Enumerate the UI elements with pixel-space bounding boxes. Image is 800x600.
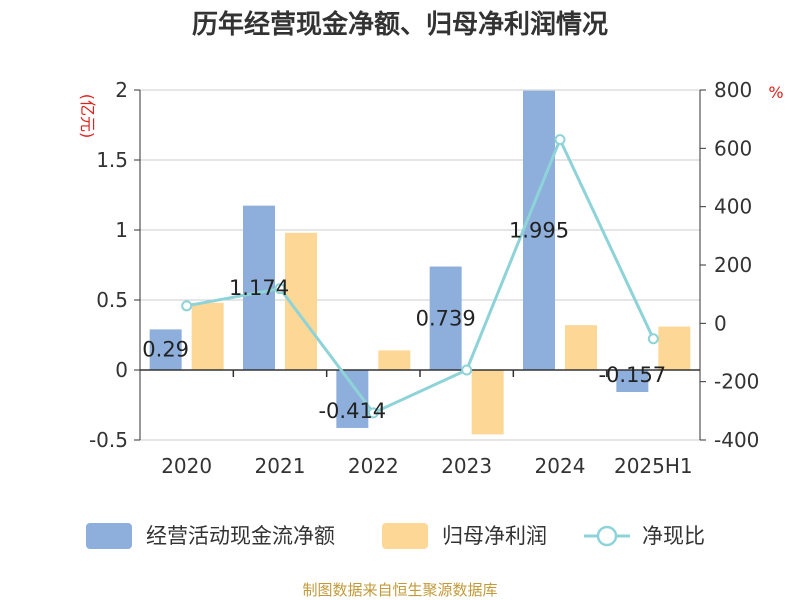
cashflow-bar	[243, 205, 275, 370]
right-tick-label: 800	[714, 78, 752, 102]
net-profit-bar	[565, 325, 597, 370]
net-profit-bar	[471, 370, 504, 435]
cashflow-bar	[523, 90, 555, 370]
left-tick-label: 0	[115, 358, 128, 382]
left-tick-label: 1	[115, 218, 128, 242]
x-category-label: 2022	[348, 454, 399, 478]
ratio-point	[647, 333, 659, 345]
net-profit-bar	[191, 302, 224, 370]
ratio-line-group	[181, 134, 659, 419]
legend-label-cashflow: 经营活动现金流净额	[146, 524, 335, 548]
right-tick-label: -400	[714, 428, 759, 452]
right-tick-label: 200	[714, 253, 752, 277]
cashflow-value-label: 1.174	[229, 276, 289, 300]
legend: 经营活动现金流净额 归母净利润 净现比	[86, 523, 705, 549]
left-tick-label: 0.5	[96, 288, 128, 312]
left-tick-label: -0.5	[89, 428, 128, 452]
cashflow-value-label: 1.995	[509, 218, 569, 242]
net-profit-bar	[378, 350, 411, 370]
right-tick-label: 0	[714, 311, 727, 335]
ratio-line	[186, 135, 655, 415]
legend-marker-ratio	[596, 525, 618, 547]
bars-group	[149, 90, 691, 435]
left-axis-unit: (亿元)	[78, 94, 97, 139]
x-category-label: 2021	[255, 454, 306, 478]
ratio-point	[554, 134, 566, 146]
cashflow-bar	[616, 370, 649, 392]
x-category-label: 2025H1	[614, 454, 693, 478]
legend-swatch-net-profit	[382, 523, 428, 549]
cashflow-value-label: -0.414	[318, 399, 386, 423]
net-profit-bar	[658, 326, 691, 370]
chart-title: 历年经营现金净额、归母净利润情况	[192, 9, 608, 40]
cashflow-value-label: 0.739	[416, 306, 476, 330]
x-category-label: 2024	[535, 454, 586, 478]
left-tick-label: 1.5	[96, 148, 128, 172]
ratio-point	[181, 300, 193, 312]
legend-label-ratio: 净现比	[642, 524, 705, 548]
cashflow-value-label: -0.157	[598, 363, 666, 387]
source-note: 制图数据来自恒生聚源数据库	[302, 581, 497, 599]
right-tick-label: -200	[714, 370, 759, 394]
right-tick-label: 600	[714, 136, 752, 160]
axes-group: -0.5 0 0.5 1 1.5 2 -400 -200 0 200 400 600 800 2020 20…	[78, 78, 784, 478]
grid-lines	[140, 89, 700, 441]
cashflow-bar	[149, 329, 182, 370]
legend-label-net-profit: 归母净利润	[442, 524, 547, 548]
ratio-point	[367, 407, 379, 419]
data-labels-group: 0.29 1.174 -0.414 0.739 1.995 -0.157	[142, 218, 666, 423]
ratio-point	[274, 283, 286, 295]
legend-swatch-cashflow	[86, 523, 132, 549]
cashflow-bar	[429, 266, 462, 370]
right-axis-unit: %	[768, 83, 783, 102]
cashflow-value-label: 0.29	[142, 338, 189, 362]
x-category-label: 2020	[161, 454, 212, 478]
x-category-label: 2023	[441, 454, 492, 478]
left-tick-label: 2	[115, 78, 128, 102]
ratio-point	[461, 364, 473, 376]
right-tick-label: 400	[714, 195, 752, 219]
